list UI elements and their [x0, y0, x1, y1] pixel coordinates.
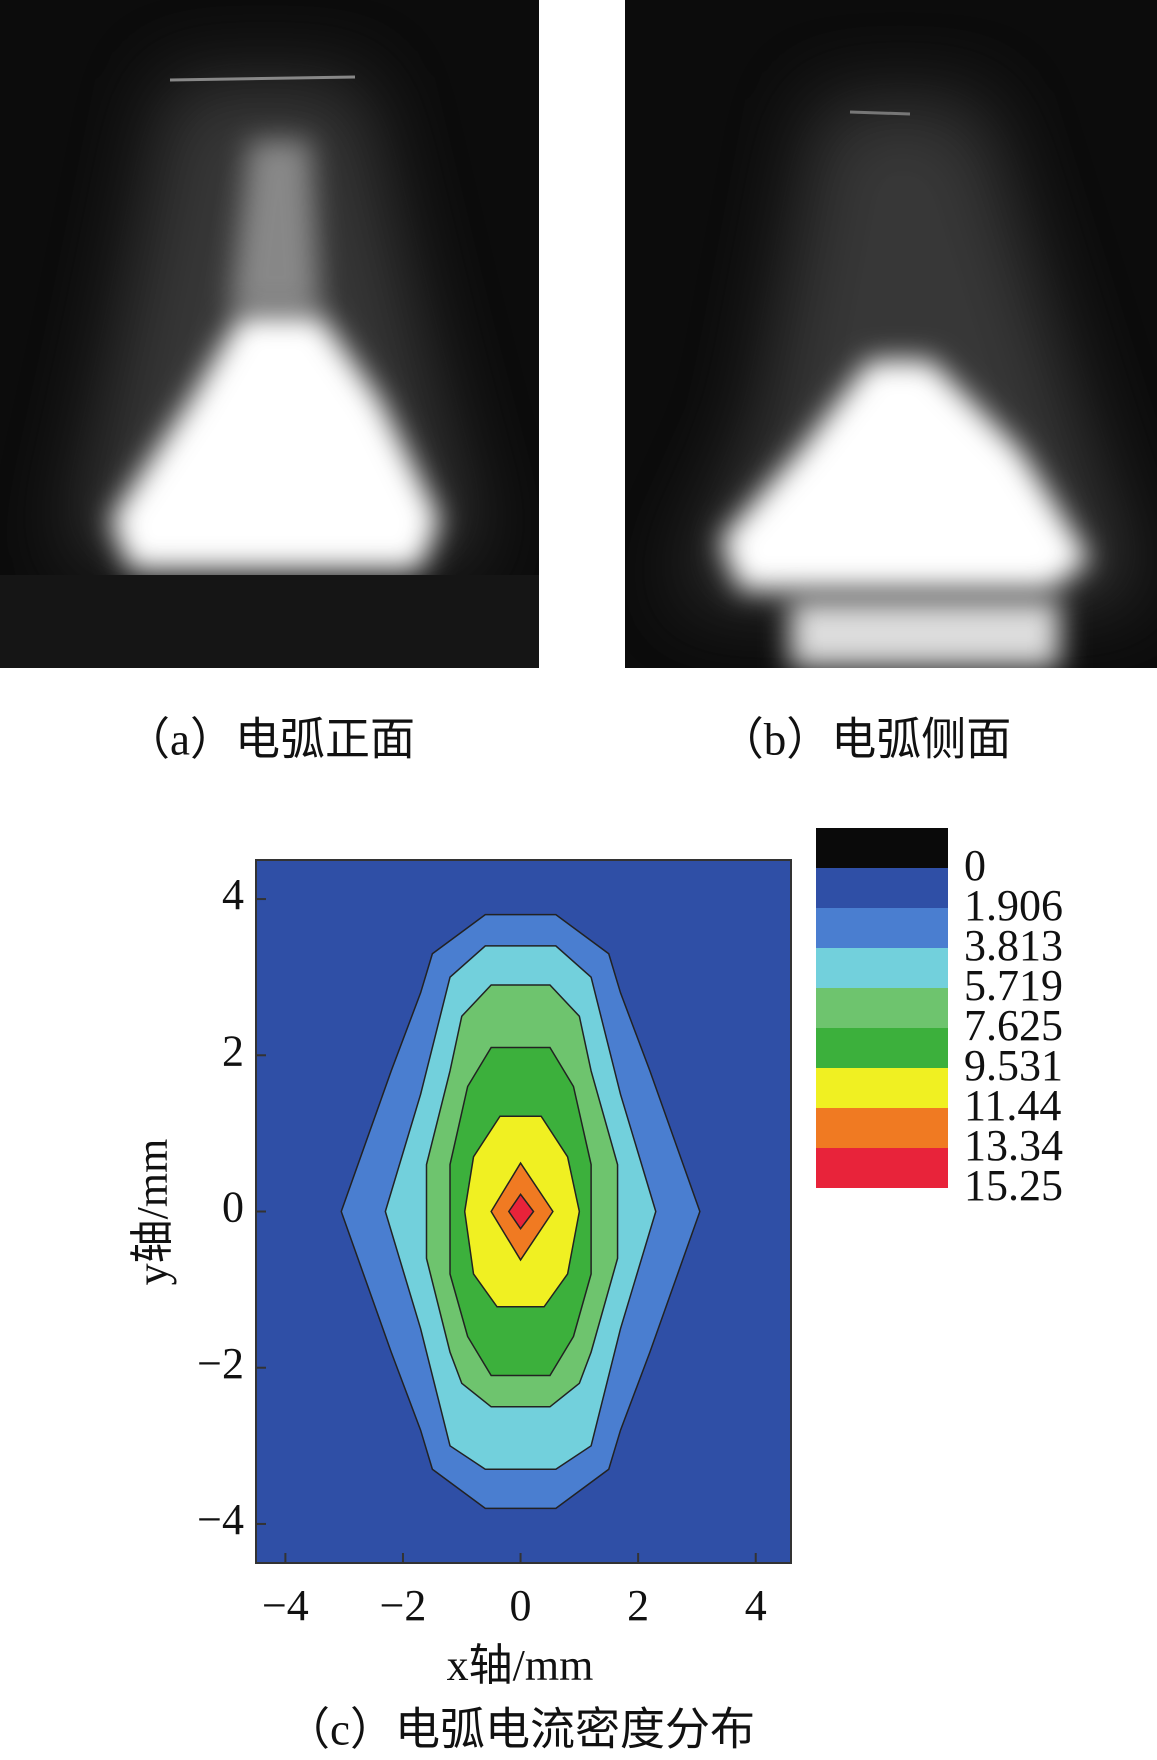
colorbar-label: 13.34: [964, 1121, 1063, 1170]
colorbar-band: [816, 868, 948, 908]
colorbar-band: [816, 908, 948, 948]
y-tick-label: −4: [197, 1495, 244, 1544]
x-tick-label: −4: [262, 1581, 309, 1630]
colorbar-label: 15.25: [964, 1161, 1063, 1210]
y-tick-label: 0: [222, 1183, 244, 1232]
colorbar-band: [816, 1028, 948, 1068]
caption: （c）电弧电流密度分布: [285, 1704, 755, 1754]
x-axis-label: x轴/mm: [447, 1641, 594, 1690]
colorbar-label: 5.719: [964, 961, 1063, 1010]
y-axis-label: y轴/mm: [128, 1139, 177, 1286]
colorbar-label: 11.44: [964, 1081, 1061, 1130]
colorbar-band: [816, 988, 948, 1028]
y-tick-label: 4: [222, 870, 244, 919]
caption: （b）电弧侧面: [719, 714, 1012, 764]
x-tick-label: −2: [380, 1581, 427, 1630]
colorbar-band: [816, 1148, 948, 1188]
x-tick-label: 2: [627, 1581, 649, 1630]
caption: （a）电弧正面: [125, 714, 415, 764]
photo-side: [625, 0, 1157, 668]
x-tick-label: 4: [745, 1581, 767, 1630]
colorbar-label: 0: [964, 841, 986, 890]
colorbar-band: [816, 1108, 948, 1148]
colorbar-band: [816, 828, 948, 868]
photo-front: [0, 0, 539, 668]
colorbar-label: 1.906: [964, 881, 1063, 930]
colorbar-label: 9.531: [964, 1041, 1063, 1090]
y-tick-label: 2: [222, 1026, 244, 1075]
colorbar-label: 7.625: [964, 1001, 1063, 1050]
colorbar-band: [816, 948, 948, 988]
x-tick-label: 0: [510, 1581, 532, 1630]
colorbar-label: 3.813: [964, 921, 1063, 970]
colorbar-band: [816, 1068, 948, 1108]
y-tick-label: −2: [197, 1339, 244, 1388]
contour-region: [507, 1193, 535, 1230]
